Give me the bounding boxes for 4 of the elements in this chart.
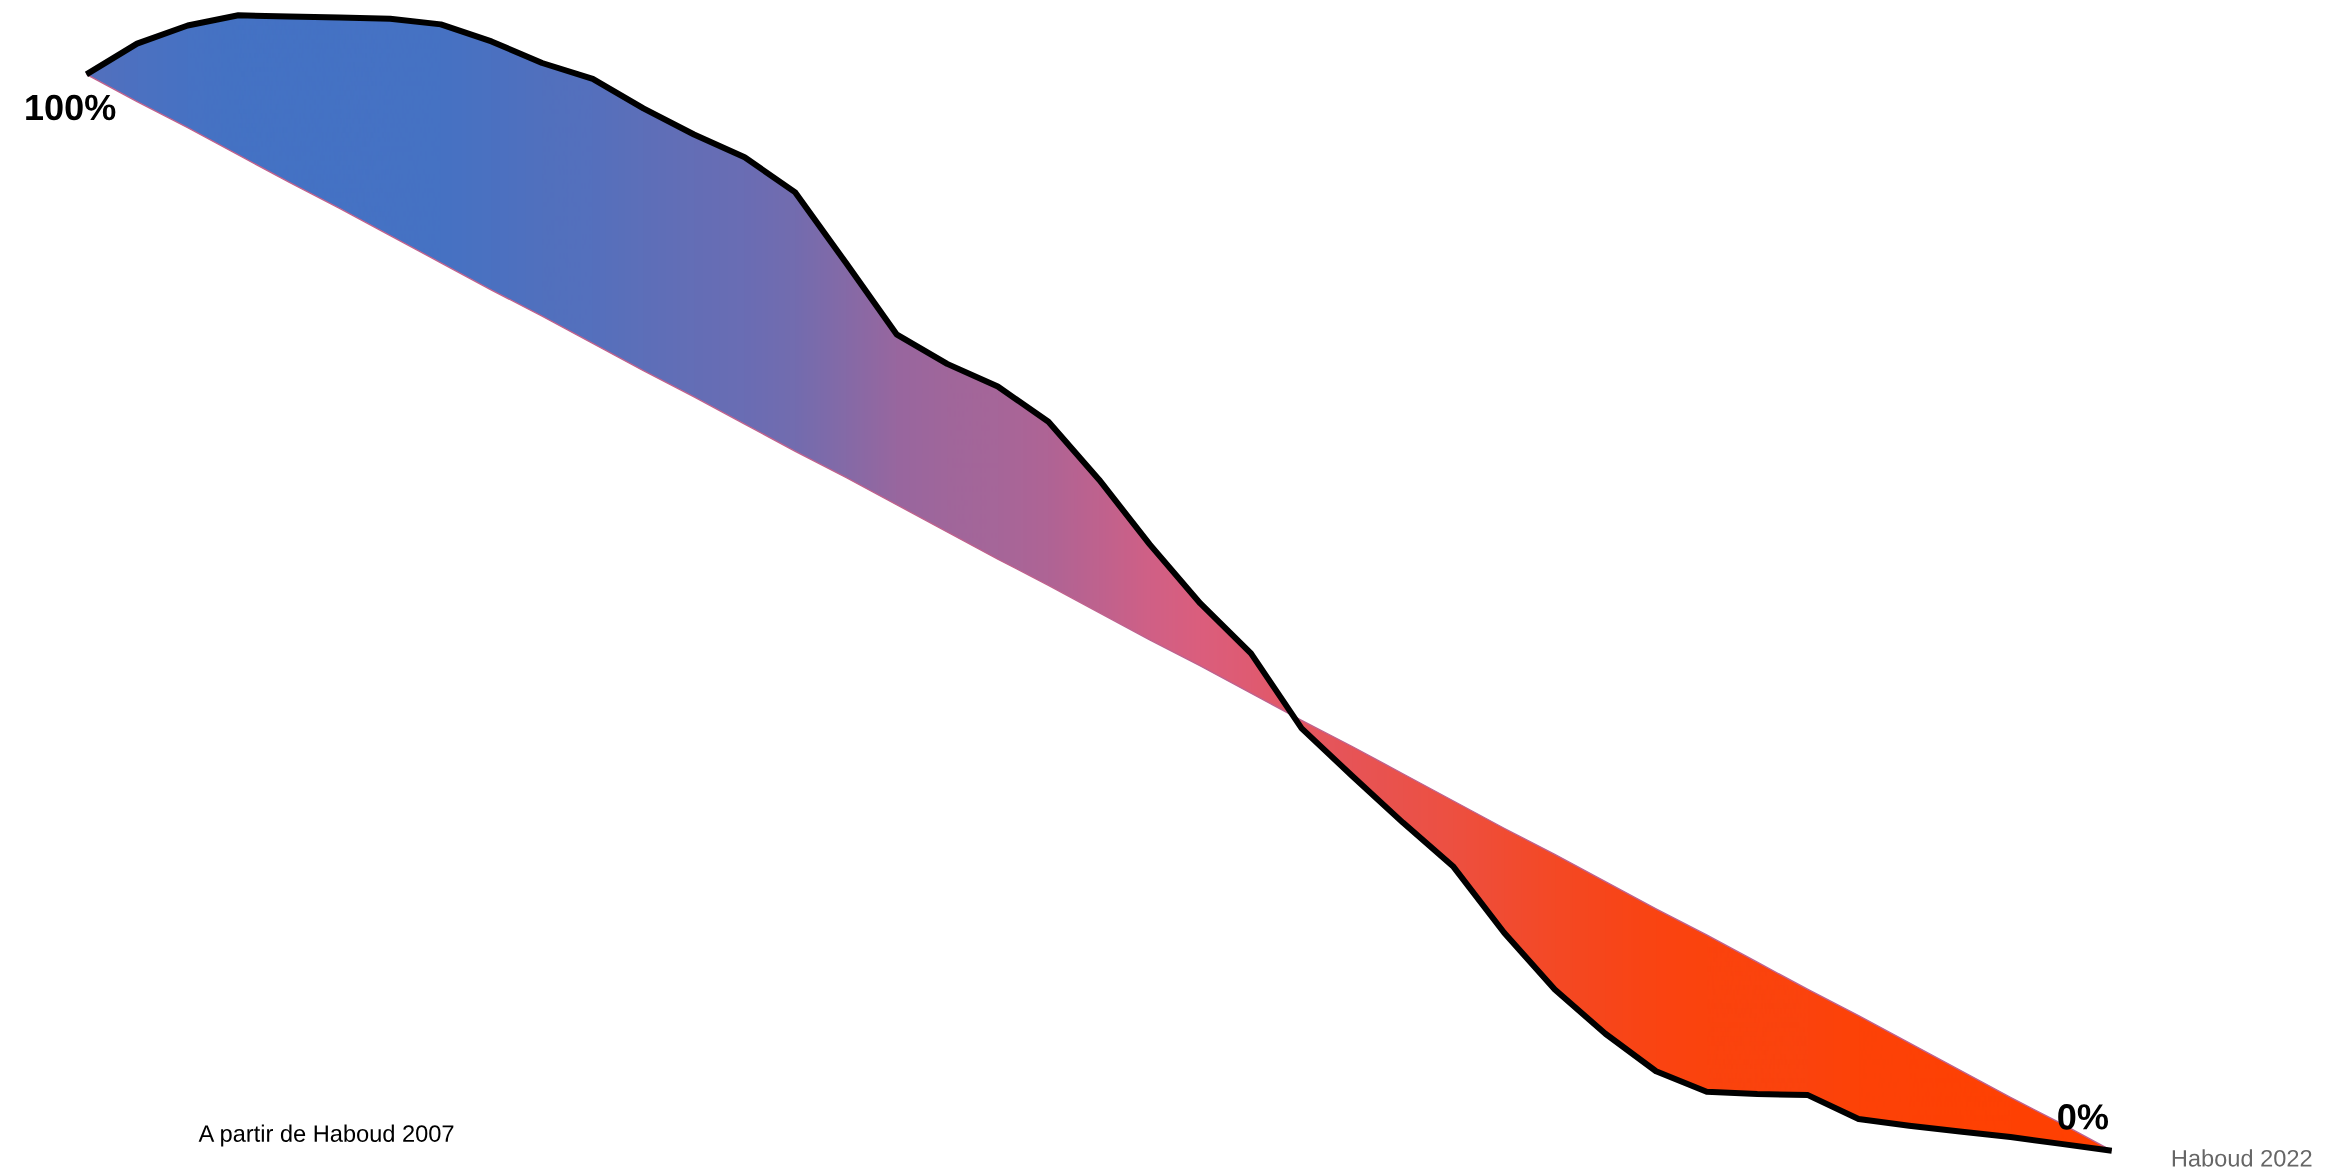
annotation: 100% <box>26 94 116 121</box>
annotation: 0% <box>2058 1104 2109 1130</box>
text: Haboud 2022 <box>2172 1149 2312 1167</box>
annotation: A partir de Haboud 2007 <box>198 1124 454 1147</box>
